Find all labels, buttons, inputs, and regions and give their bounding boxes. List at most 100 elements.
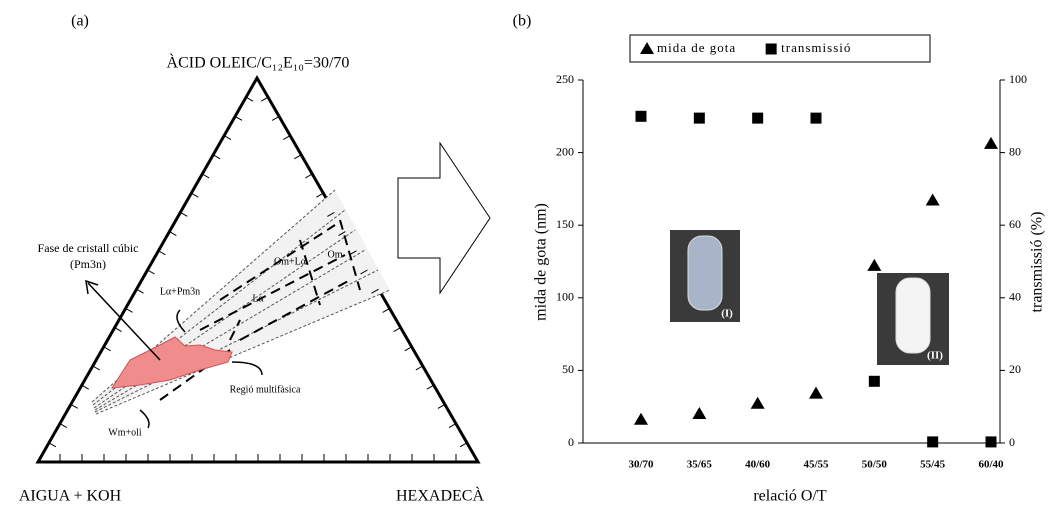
edge-tick <box>245 96 254 102</box>
edge-tick <box>48 442 57 448</box>
vertex-label: AIGUA + KOH <box>19 488 122 505</box>
edge-tick <box>305 173 313 179</box>
edge-tick <box>459 442 468 448</box>
y-tick-label: 0 <box>568 435 574 449</box>
y2-tick-label: 60 <box>1009 217 1021 231</box>
y-tick-label: 150 <box>556 217 574 231</box>
data-point <box>752 112 764 124</box>
x-tick-label: 50/50 <box>862 459 888 471</box>
edge-tick <box>114 327 122 332</box>
edge-tick <box>70 403 79 409</box>
edge-tick <box>371 288 379 294</box>
panel-label: (a) <box>71 13 89 30</box>
data-point <box>925 193 940 206</box>
data-point <box>692 406 707 419</box>
x-tick-label: 60/40 <box>978 459 1004 471</box>
panel-label: (b) <box>513 13 532 30</box>
edge-tick <box>191 192 199 198</box>
edge-tick <box>81 384 89 390</box>
data-point <box>809 386 823 399</box>
data-point <box>635 110 647 122</box>
inset-photo <box>877 273 949 365</box>
edge-tick <box>180 211 188 217</box>
y2-tick-label: 0 <box>1009 435 1015 449</box>
x-tick-label: 45/55 <box>803 459 829 471</box>
edge-tick <box>338 231 346 237</box>
legend-label: mida de gota <box>657 40 736 55</box>
arrows <box>85 279 263 429</box>
edge-tick <box>294 154 302 160</box>
data-point <box>750 396 765 409</box>
edge-tick <box>92 365 100 371</box>
legend-label: transmissió <box>781 40 851 55</box>
region-label: Wm+oli <box>108 427 142 438</box>
edge-tick <box>360 269 368 275</box>
ternary-diagram: (a) ÀCID OLEIC/C₁₂E₁₀=30/70 AIGUA + KOH … <box>19 13 491 505</box>
data-point <box>868 375 880 387</box>
data-point <box>985 436 997 448</box>
edge-tick <box>271 115 280 121</box>
edge-tick <box>327 211 335 217</box>
legend-swatch <box>640 42 654 54</box>
edge-tick <box>59 423 68 428</box>
edge-tick <box>136 288 144 294</box>
region-label: Lα+Pm3n <box>160 286 200 297</box>
data-point <box>984 136 998 149</box>
edge-tick <box>234 115 243 121</box>
edge-tick <box>415 365 423 371</box>
edge-tick <box>448 423 457 429</box>
y2-tick-label: 80 <box>1009 144 1021 158</box>
x-tick-label: 40/60 <box>745 459 771 471</box>
legend-swatch <box>765 43 777 55</box>
annotation: (II) <box>927 350 943 362</box>
data-point <box>693 112 705 124</box>
edge-tick <box>260 96 269 102</box>
edge-tick <box>437 403 446 409</box>
edge-tick <box>158 250 166 256</box>
x-axis-title: relació O/T <box>753 488 827 505</box>
region-label: Lα <box>252 293 264 304</box>
edge-tick <box>426 384 435 390</box>
y-axis-title: mida de gota (nm) <box>533 203 550 321</box>
region-label: Om <box>328 249 343 260</box>
data-point <box>634 412 648 425</box>
cubic-phase-region <box>111 336 233 389</box>
data-point <box>927 436 939 448</box>
edge-tick <box>349 250 357 256</box>
edge-tick <box>103 346 111 352</box>
data-point <box>867 258 882 271</box>
edge-tick <box>316 192 324 198</box>
edge-tick <box>282 135 291 141</box>
y-tick-label: 200 <box>556 144 574 158</box>
x-tick-label: 35/65 <box>687 459 713 471</box>
y2-tick-label: 100 <box>1009 72 1027 86</box>
data-point <box>810 112 822 124</box>
edge-tick <box>223 135 232 140</box>
y-tick-label: 250 <box>556 72 574 86</box>
annotation: (I) <box>721 308 733 320</box>
vertex-label: ÀCID OLEIC/C₁₂E₁₀=30/70 <box>167 53 350 72</box>
region-label: Om+Lα <box>274 256 307 267</box>
y2-tick-label: 20 <box>1009 362 1021 376</box>
edge-tick <box>202 173 210 179</box>
edge-tick <box>147 269 155 275</box>
edge-tick <box>169 231 177 236</box>
edge-tick <box>393 327 401 333</box>
region-label: (Pm3n) <box>70 257 106 271</box>
vertex-label: HEXADECÀ <box>396 486 484 505</box>
chart: (I) (II) (b) mida de gota (nm) transmiss… <box>513 13 1046 505</box>
region-label: Fase de cristall cúbic <box>38 241 139 255</box>
y2-tick-label: 40 <box>1009 290 1021 304</box>
y-tick-label: 50 <box>562 362 574 376</box>
edge-tick <box>382 307 390 313</box>
y2-axis-title: transmissió (%) <box>1029 212 1046 313</box>
region-label: Regió multifàsica <box>230 384 301 395</box>
edge-tick <box>212 154 221 160</box>
block-arrow <box>397 141 491 295</box>
x-tick-label: 55/45 <box>920 459 946 471</box>
edge-tick <box>125 307 133 313</box>
inset-photo <box>670 230 740 322</box>
edge-tick <box>404 346 412 352</box>
y-tick-label: 100 <box>556 290 574 304</box>
